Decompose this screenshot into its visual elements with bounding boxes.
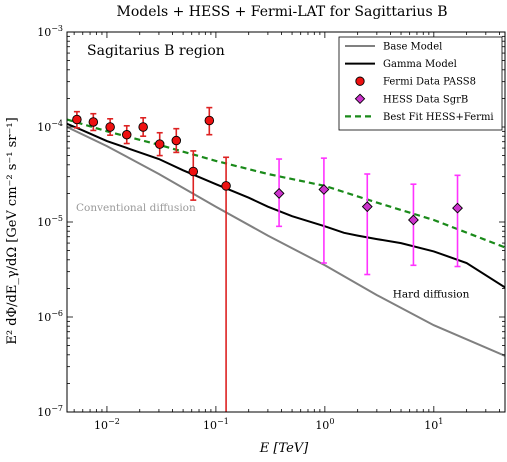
- y-tick-label: 10−4: [37, 119, 63, 134]
- x-tick-label: 100: [315, 417, 334, 432]
- x-tick-label: 101: [424, 417, 443, 432]
- hess-data-sgrb-point: [452, 202, 463, 214]
- legend-label-best-fit-hess-fermi: Best Fit HESS+Fermi: [383, 112, 494, 123]
- series-line-gamma-model: [67, 122, 505, 289]
- fermi-data-pass8-point: [221, 181, 231, 191]
- series-line-base-model: [67, 126, 505, 357]
- legend-box: [338, 36, 503, 131]
- fermi-data-pass8-point: [154, 139, 165, 149]
- region-label: Sagitarius B region: [87, 43, 225, 59]
- annotation-label: Hard diffusion: [393, 289, 470, 301]
- annotation-label: Conventional diffusion: [76, 202, 196, 214]
- y-tick-label: 10−7: [37, 404, 63, 419]
- legend-label-gamma-model: Gamma Model: [383, 59, 457, 70]
- hess-data-sgrb-point: [408, 214, 419, 226]
- legend-swatch-hess-data-sgrb: [354, 93, 366, 105]
- axes: 10−2 10−1 100 101 10−7 10−6 10−5 10−4 10−3: [37, 24, 506, 432]
- legend-label-fermi-data-pass8: Fermi Data PASS8: [383, 77, 476, 88]
- legend: Base Model Gamma Model Fermi Data PASS8 HES…: [338, 36, 503, 131]
- legend-swatch-fermi-data-pass8: [355, 76, 365, 86]
- fermi-data-pass8-point: [138, 122, 148, 132]
- x-tick-label: 10−2: [94, 417, 120, 432]
- fermi-data-pass8-point: [105, 122, 115, 132]
- y-tick-label: 10−5: [37, 214, 63, 229]
- fermi-data-pass8-point: [88, 117, 99, 127]
- x-tick-label: 10−1: [203, 417, 229, 432]
- annotations: Conventional diffusion Hard diffusion: [76, 202, 470, 300]
- y-axis-label: E² dΦ/dE_γ/dΩ [GeV cm⁻² s⁻¹ sr⁻¹]: [5, 117, 20, 344]
- chart-title: Models + HESS + Fermi-LAT for Sagittariu…: [117, 4, 448, 20]
- legend-label-base-model: Base Model: [383, 42, 442, 53]
- series-line-best-fit-hess-fermi: [67, 118, 505, 249]
- hess-data-sgrb-point: [273, 187, 285, 199]
- y-tick-label: 10−6: [37, 309, 63, 324]
- fermi-data-pass8-point: [188, 166, 199, 177]
- fermi-data-pass8-point: [204, 115, 215, 126]
- plot-area: [67, 106, 505, 412]
- fermi-data-pass8-point: [171, 135, 182, 146]
- y-tick-label: 10−3: [37, 24, 63, 39]
- hess-data-sgrb-point: [361, 201, 373, 213]
- fermi-data-pass8-point: [72, 114, 82, 125]
- x-axis-label: E [TeV]: [259, 441, 309, 456]
- fermi-data-pass8-point: [122, 129, 132, 140]
- hess-data-sgrb-point: [318, 184, 330, 195]
- legend-label-hess-data-sgrb: HESS Data SgrB: [383, 94, 468, 105]
